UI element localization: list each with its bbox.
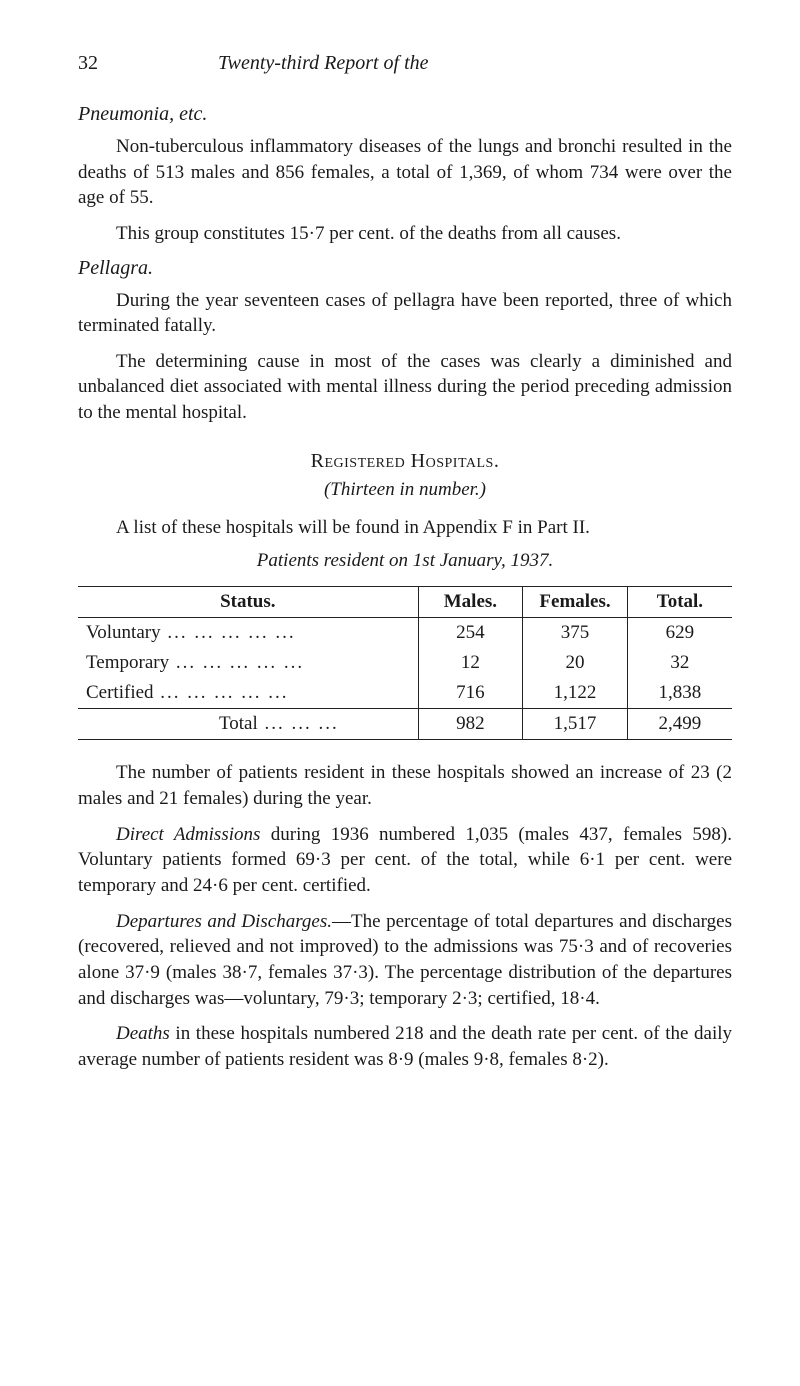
cell-total: 629: [627, 618, 732, 649]
running-header: 32 Twenty-third Report of the: [78, 52, 732, 75]
page-number: 32: [78, 52, 98, 75]
table-caption: Patients resident on 1st January, 1937.: [78, 550, 732, 572]
appendix-line: A list of these hospitals will be found …: [78, 515, 732, 541]
paragraph: Departures and Discharges.—The percentag…: [78, 909, 732, 1012]
paragraph: The determining cause in most of the cas…: [78, 349, 732, 426]
paragraph: Deaths in these hospitals numbered 218 a…: [78, 1021, 732, 1072]
lead-italic: Deaths: [116, 1023, 170, 1044]
paragraph: This group constitutes 15·7 per cent. of…: [78, 221, 732, 247]
cell-total: 32: [627, 648, 732, 678]
section-heading-pellagra: Pellagra.: [78, 257, 732, 280]
table-row: Certified 716 1,122 1,838: [78, 678, 732, 709]
total-males: 982: [418, 709, 523, 740]
running-title: Twenty-third Report of the: [218, 52, 429, 75]
col-header-females: Females.: [523, 587, 628, 618]
table-total-row: Total 982 1,517 2,499: [78, 709, 732, 740]
cell-females: 375: [523, 618, 628, 649]
paragraph: Non-tuberculous inflammatory diseases of…: [78, 134, 732, 211]
patients-table: Status. Males. Females. Total. Voluntary…: [78, 586, 732, 740]
row-label-text: Temporary: [86, 652, 304, 673]
section-title-registered: Registered Hospitals.: [78, 450, 732, 473]
table-row: Temporary 12 20 32: [78, 648, 732, 678]
total-females: 1,517: [523, 709, 628, 740]
row-label: Voluntary: [78, 618, 418, 649]
col-header-status: Status.: [78, 587, 418, 618]
total-total: 2,499: [627, 709, 732, 740]
cell-females: 20: [523, 648, 628, 678]
cell-males: 12: [418, 648, 523, 678]
row-label-text: Certified: [86, 682, 289, 703]
table-header-row: Status. Males. Females. Total.: [78, 587, 732, 618]
page: 32 Twenty-third Report of the Pneumonia,…: [0, 0, 800, 1142]
total-label: Total: [78, 709, 418, 740]
row-label: Temporary: [78, 648, 418, 678]
section-subtitle-registered: (Thirteen in number.): [78, 479, 732, 501]
paragraph: Direct Admissions during 1936 numbered 1…: [78, 822, 732, 899]
lead-italic: Direct Admissions: [116, 824, 260, 845]
paragraph: During the year seventeen cases of pella…: [78, 288, 732, 339]
cell-males: 254: [418, 618, 523, 649]
paragraph-rest: in these hospitals numbered 218 and the …: [78, 1023, 732, 1070]
row-label: Certified: [78, 678, 418, 709]
cell-females: 1,122: [523, 678, 628, 709]
col-header-males: Males.: [418, 587, 523, 618]
section-heading-pneumonia: Pneumonia, etc.: [78, 103, 732, 126]
table-row: Voluntary 254 375 629: [78, 618, 732, 649]
col-header-total: Total.: [627, 587, 732, 618]
cell-males: 716: [418, 678, 523, 709]
cell-total: 1,838: [627, 678, 732, 709]
paragraph: The number of patients resident in these…: [78, 760, 732, 811]
lead-italic: Departures and Discharges.: [116, 911, 332, 932]
row-label-text: Voluntary: [86, 622, 296, 643]
total-label-text: Total: [86, 713, 339, 734]
